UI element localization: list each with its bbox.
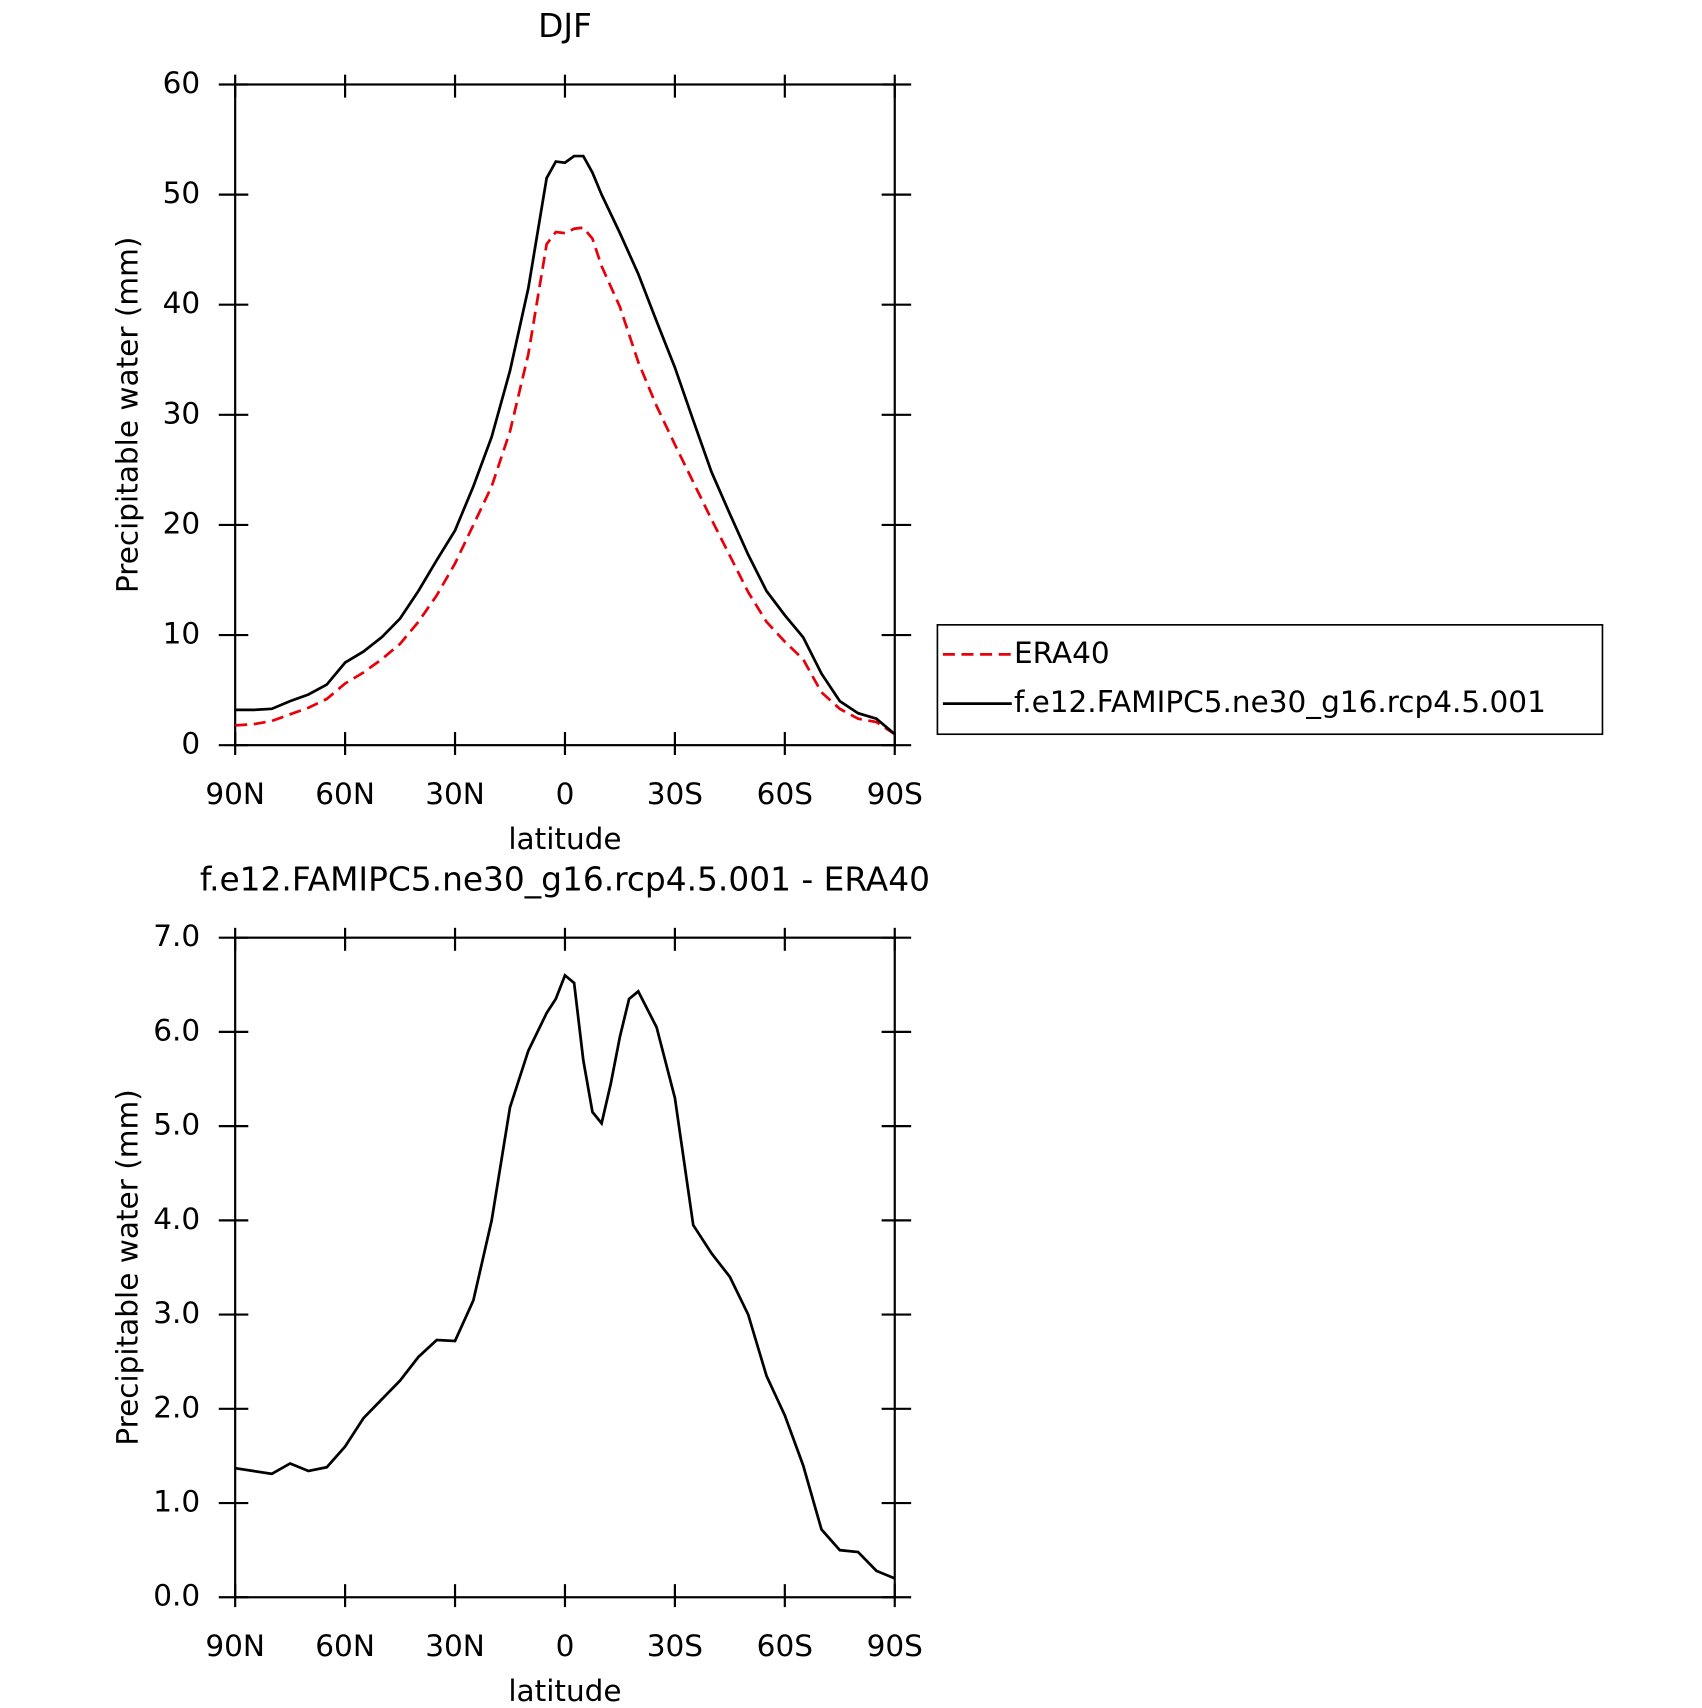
x-tick-label: 60S — [757, 1629, 813, 1663]
x-tick-label: 30S — [647, 1629, 703, 1663]
plot-frame — [234, 936, 896, 1599]
y-tick-label: 0 — [181, 727, 200, 761]
x-tick-label: 0 — [556, 777, 575, 811]
legend-label: f.e12.FAMIPC5.ne30_g16.rcp4.5.001 — [1014, 685, 1546, 719]
y-axis-label: Precipitable water (mm) — [111, 237, 145, 593]
x-tick-label: 90S — [867, 1629, 923, 1663]
y-tick-label: 40 — [163, 286, 201, 320]
x-tick-label: 30S — [647, 777, 703, 811]
x-tick-label: 60N — [315, 1629, 375, 1663]
chart-title: f.e12.FAMIPC5.ne30_g16.rcp4.5.001 - ERA4… — [200, 860, 930, 898]
y-tick-label: 20 — [163, 506, 201, 540]
legend-box — [936, 624, 1604, 736]
x-tick-label: 60N — [315, 777, 375, 811]
y-tick-label: 60 — [163, 66, 201, 100]
legend-label: ERA40 — [1014, 636, 1110, 670]
x-axis-label: latitude — [508, 1674, 621, 1708]
data-line — [235, 226, 896, 736]
y-axis-label: Precipitable water (mm) — [111, 1089, 145, 1445]
y-tick-label: 4.0 — [153, 1202, 200, 1236]
y-tick-label: 30 — [163, 396, 201, 430]
x-tick-label: 90N — [205, 777, 265, 811]
chart-title: DJF — [538, 7, 592, 45]
data-line — [234, 973, 896, 1580]
plot-frame — [234, 83, 896, 747]
x-axis-label: latitude — [508, 822, 621, 856]
x-tick-label: 90N — [205, 1629, 265, 1663]
y-tick-label: 3.0 — [153, 1296, 200, 1330]
x-tick-label: 60S — [757, 777, 813, 811]
x-tick-label: 30N — [425, 1629, 485, 1663]
y-tick-label: 2.0 — [153, 1390, 200, 1424]
y-tick-label: 10 — [163, 617, 201, 651]
y-tick-label: 6.0 — [153, 1013, 200, 1047]
y-tick-label: 5.0 — [153, 1108, 200, 1142]
y-tick-label: 1.0 — [153, 1485, 200, 1519]
x-tick-label: 0 — [556, 1629, 575, 1663]
y-tick-label: 0.0 — [153, 1579, 200, 1613]
y-tick-label: 50 — [163, 176, 201, 210]
x-tick-label: 90S — [867, 777, 923, 811]
x-tick-label: 30N — [425, 777, 485, 811]
data-line — [235, 154, 896, 736]
y-tick-label: 7.0 — [153, 919, 200, 953]
